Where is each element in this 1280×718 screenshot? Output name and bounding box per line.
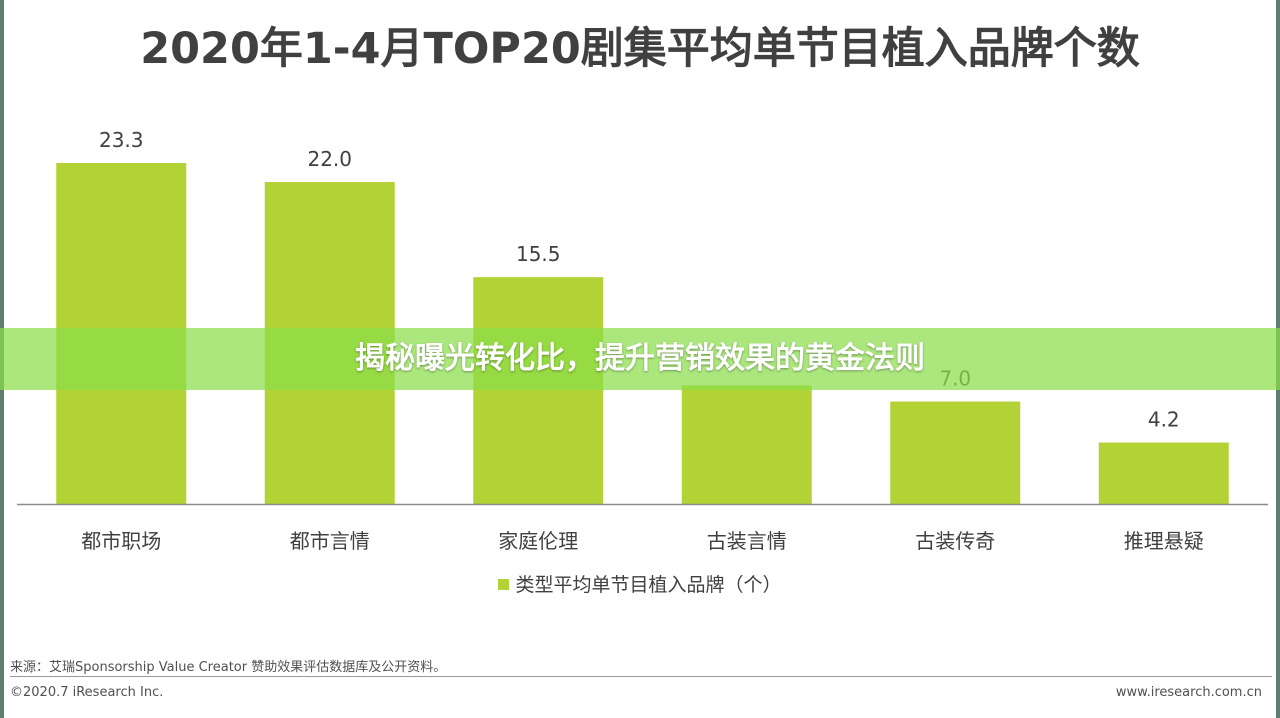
chart-title: 2020年1-4月TOP20剧集平均单节目植入品牌个数 xyxy=(140,24,1140,74)
legend-swatch xyxy=(498,578,510,590)
bar-4 xyxy=(681,385,812,504)
headline-text: 揭秘曝光转化比，提升营销效果的黄金法则 xyxy=(355,341,925,376)
value-label-2: 22.0 xyxy=(307,147,352,171)
website[interactable]: www.iresearch.com.cn xyxy=(1115,685,1262,700)
legend: 类型平均单节目植入品牌（个） xyxy=(0,570,1280,597)
value-label-1: 23.3 xyxy=(99,128,144,152)
x-tick-label-6: 推理悬疑 xyxy=(1124,529,1204,553)
x-tick-label-2: 都市言情 xyxy=(290,529,370,553)
value-label-3: 15.5 xyxy=(516,242,561,266)
headline-banner: 揭秘曝光转化比，提升营销效果的黄金法则 xyxy=(0,328,1280,390)
x-tick-label-1: 都市职场 xyxy=(81,529,161,553)
x-tick-label-4: 古装言情 xyxy=(707,529,787,553)
bar-3 xyxy=(473,277,604,504)
x-tick-label-3: 家庭伦理 xyxy=(498,529,578,553)
bar-6 xyxy=(1098,442,1229,504)
value-label-6: 4.2 xyxy=(1148,408,1180,432)
legend-label: 类型平均单节目植入品牌（个） xyxy=(515,574,782,596)
copyright: ©2020.7 iResearch Inc. xyxy=(10,685,164,700)
x-tick-label-5: 古装传奇 xyxy=(915,529,995,553)
footer-divider xyxy=(10,676,1272,677)
source-note: 来源：艾瑞Sponsorship Value Creator 赞助效果评估数据库… xyxy=(10,660,447,675)
bar-5 xyxy=(890,401,1021,504)
